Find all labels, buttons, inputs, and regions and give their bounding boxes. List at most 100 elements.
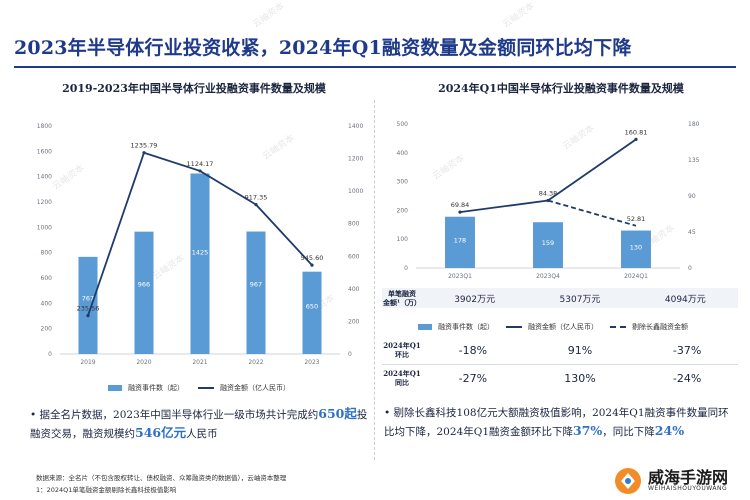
legend-bar-swatch (108, 385, 122, 391)
bar-label: 966 (138, 281, 150, 289)
line-point (142, 151, 146, 155)
left-chart-legend: 融资事件数（起） 融资金额（亿人民币） (108, 383, 290, 393)
x-axis-tick: 2020 (136, 359, 151, 366)
line-label: 545.60 (301, 254, 324, 262)
legend-dash-label: 剔除长鑫融资金额 (632, 323, 688, 331)
legend-bar-swatch (418, 324, 432, 330)
left-axis-tick: 200 (397, 207, 409, 214)
avg-deal-2024q1: 4094万元 (664, 294, 706, 305)
right-axis-tick: 135 (688, 157, 700, 164)
line-point (634, 137, 638, 141)
dashed-series (547, 199, 637, 227)
legend-line-swatch (506, 326, 522, 328)
right-axis-tick: 200 (348, 318, 360, 325)
left-axis-tick: 100 (397, 236, 409, 243)
legend-dash-swatch (610, 326, 626, 328)
right-axis-tick: 45 (688, 229, 696, 236)
right-chart-legend: 融资事件数（起） 融资金额（亿人民币） 剔除长鑫融资金额 (418, 322, 688, 332)
line-label: 84.38 (539, 189, 558, 197)
line-label: 1235.79 (131, 142, 158, 150)
x-axis-tick: 2024Q1 (624, 273, 648, 280)
left-axis-tick: 1800 (37, 123, 52, 130)
right-bullet-mid: ，同比下降 (602, 426, 655, 438)
line-point (86, 314, 90, 318)
legend-line-label: 融资金额（亿人民币） (528, 323, 598, 331)
line-point (254, 203, 258, 207)
yoy-amount-ex: -24% (672, 371, 702, 385)
bar (190, 173, 210, 354)
left-bullet: • 据全名片数据，2023年中国半导体行业一级市场共计完成约650起投融资交易，… (30, 405, 370, 443)
left-axis-tick: 1400 (37, 174, 52, 181)
x-axis-tick: 2021 (192, 359, 207, 366)
x-axis-tick: 2023Q1 (448, 273, 472, 280)
qoq-deals: -18% (458, 343, 488, 357)
legend-bar-label: 融资事件数（起） (128, 384, 184, 392)
qoq-head: 2024年Q1 环比 (382, 337, 422, 364)
left-chart-title: 2019-2023年中国半导体行业投融资事件数量及规模 (62, 82, 326, 95)
x-axis-tick: 2022 (248, 359, 263, 366)
qoq-head-line2: 环比 (395, 350, 409, 360)
qoq-amount: 91% (567, 343, 593, 357)
avg-deal-row: 单笔融资 金额¹（万） 3902万元 5307万元 4094万元 (382, 288, 738, 308)
bar-label: 1425 (192, 249, 209, 257)
growth-row-qoq: 2024年Q1 环比 -18% 91% -37% (382, 337, 738, 364)
qoq-amount-ex: -37% (672, 343, 702, 357)
bar-label: 650 (306, 303, 318, 311)
right-axis-tick: 400 (348, 286, 360, 293)
avg-head-line1: 单笔融资 (388, 289, 416, 298)
left-axis-tick: 1200 (37, 199, 52, 206)
yoy-head-line1: 2024年Q1 (383, 369, 421, 379)
left-axis-tick: 0 (48, 351, 52, 358)
right-axis-tick: 1400 (348, 123, 363, 130)
qoq-head-line1: 2024年Q1 (383, 341, 421, 351)
bar (621, 230, 651, 268)
left-chart: 0 200 400 600 800 1000 1200 1400 1600 1800 0 200 400… (37, 123, 364, 366)
line-label: 235.56 (77, 305, 100, 313)
right-bullet-highlight-qoq: 37% (573, 423, 603, 438)
right-axis-tick: 600 (348, 253, 360, 260)
bar (302, 271, 322, 354)
right-axis-tick: 1000 (348, 188, 363, 195)
left-bullet-highlight-amount: 546亿元 (135, 425, 187, 440)
left-axis-tick: 1600 (37, 148, 52, 155)
site-logo[interactable]: 威海手游网 WEIHAISHOUYOUWANG (612, 464, 748, 498)
avg-head-line2: 金额¹（万） (382, 298, 422, 307)
bar (134, 231, 154, 354)
line-label: 1124.17 (187, 160, 214, 168)
panel-divider (374, 100, 375, 460)
avg-deal-2023q1: 3902万元 (454, 294, 496, 305)
right-axis-tick: 800 (348, 221, 360, 228)
watermark: 云岫资本 (251, 1, 287, 31)
bar-label: 178 (454, 236, 466, 244)
watermark: 云岫资本 (501, 1, 537, 31)
logo-mark-icon (615, 468, 641, 494)
x-axis-tick: 2019 (80, 359, 95, 366)
growth-table: 2024年Q1 环比 -18% 91% -37% 2024年Q1 同比 -27% 1… (382, 337, 738, 392)
avg-deal-head: 单笔融资 金额¹（万） (382, 288, 422, 308)
line-label: 69.84 (451, 201, 470, 209)
page-title: 2023年半导体行业投资收紧，2024年Q1融资数量及金额同环比均下降 (14, 37, 632, 59)
footer-note: 1：2024Q1单笔融资金额剔除长鑫科技极值影响 (36, 486, 177, 494)
yoy-amount: 130% (564, 371, 596, 385)
yoy-head: 2024年Q1 同比 (382, 364, 422, 392)
bar (445, 216, 475, 268)
line-point (458, 210, 462, 214)
left-bullet-mid: 投融资交易，融资规模约 (30, 409, 368, 440)
line-label: 917.35 (245, 194, 268, 202)
title-underline (14, 66, 736, 68)
left-bullet-prefix: 据全名片数据，2023年中国半导体行业一级市场共计完成约 (39, 409, 319, 421)
left-axis-tick: 300 (397, 179, 409, 186)
right-chart: 0 100 200 300 400 500 0 45 90 135 180 2023Q1 2023Q4 2… (397, 121, 700, 280)
right-axis-tick: 180 (688, 121, 700, 128)
right-bullet-highlight-yoy: 24% (654, 423, 685, 438)
growth-row-yoy: 2024年Q1 同比 -27% 130% -24% (382, 364, 738, 392)
left-axis-tick: 0 (404, 265, 408, 272)
left-axis-tick: 200 (41, 326, 53, 333)
left-axis-tick: 400 (41, 300, 53, 307)
left-bullet-suffix: 人民币 (186, 428, 218, 440)
legend-bar-label: 融资事件数（起） (438, 323, 494, 331)
bar (533, 222, 563, 268)
legend-line-label: 融资金额（亿人民币） (220, 384, 290, 392)
yoy-head-line2: 同比 (395, 378, 409, 388)
bar (78, 256, 98, 354)
